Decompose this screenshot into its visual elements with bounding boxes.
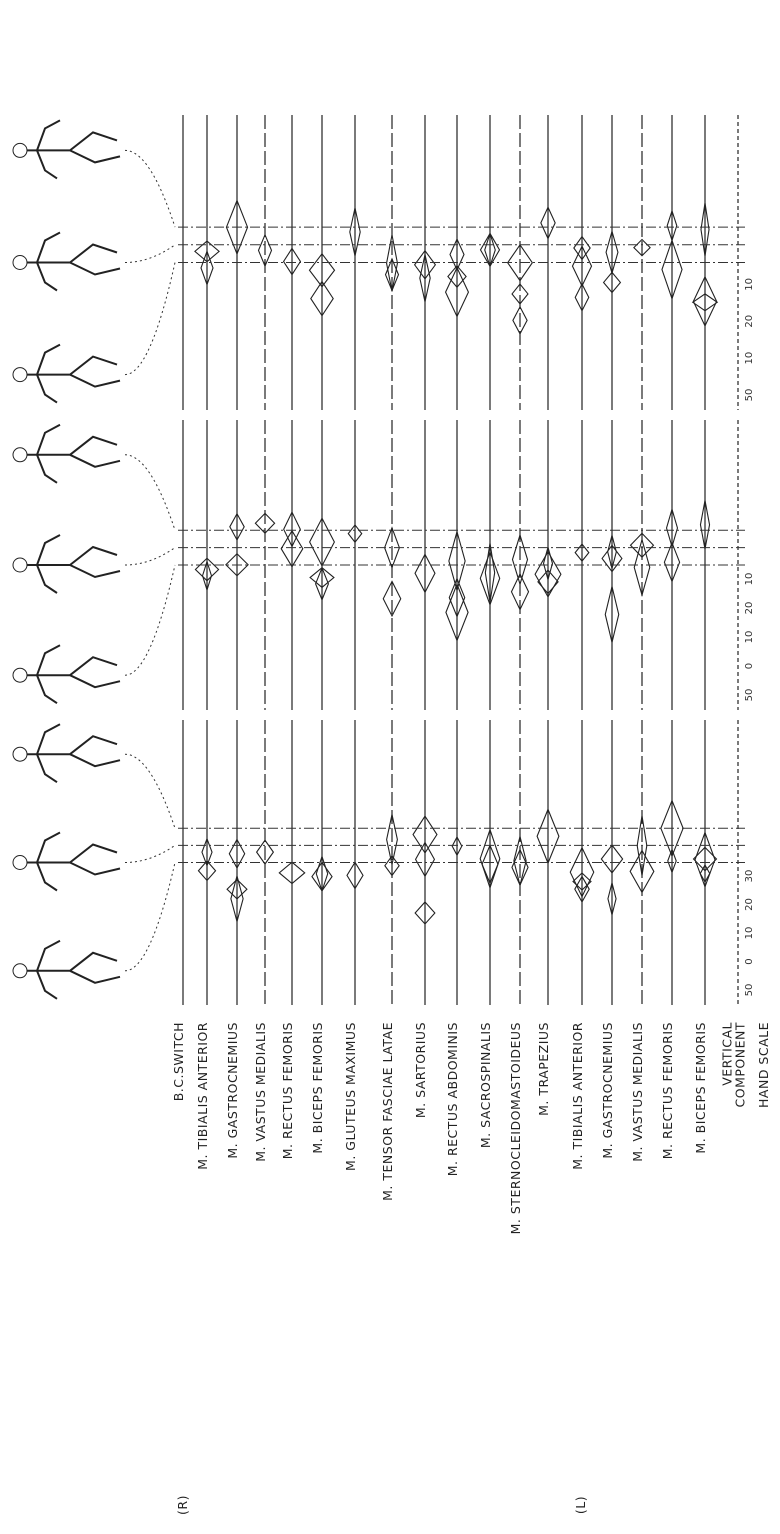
link-line: [125, 245, 175, 263]
body: [27, 724, 120, 782]
head: [13, 256, 27, 270]
channel-label: M. RECTUS ABDOMINIS: [445, 1022, 460, 1176]
channel-label: B.C.SWITCH: [171, 1022, 186, 1101]
group-label: (L): [573, 1496, 588, 1514]
scale-label: 50: [744, 689, 755, 702]
kicker-figure: [13, 345, 120, 403]
channel-label: M. GLUTEUS MAXIMUS: [343, 1022, 358, 1171]
body: [27, 233, 120, 291]
channel-label: M. BICEPS FEMORIS: [693, 1022, 708, 1154]
body: [27, 941, 120, 999]
scale-label: 10: [744, 631, 755, 644]
link-line: [125, 754, 175, 828]
scale-label: 0: [744, 663, 755, 669]
body: [27, 425, 120, 483]
body: [27, 120, 120, 178]
channel-label: HAND SCALE: [756, 1022, 771, 1108]
channel-label: M. SARTORIUS: [413, 1022, 428, 1118]
channel-label: M. RECTUS FEMORIS: [660, 1022, 675, 1159]
link-line: [125, 845, 175, 862]
head: [13, 668, 27, 682]
kicker-figure: [13, 120, 120, 178]
scale-label: 50: [744, 389, 755, 402]
head: [13, 856, 27, 870]
channel-label: M. TIBIALIS ANTERIOR: [570, 1022, 585, 1170]
kicker-figure: [13, 941, 120, 999]
channel-label: M. STERNOCLEIDOMASTOIDEUS: [508, 1022, 523, 1234]
link-line: [125, 150, 175, 227]
kicker-figure: [13, 645, 120, 703]
head: [13, 747, 27, 761]
scale-label: 10: [744, 278, 755, 291]
emg-figure: (R) (L) B.C.SWITCH M. TIBIALIS ANTERIOR M.…: [0, 0, 780, 1534]
kicker-figure: [13, 535, 120, 593]
scale-label: 20: [744, 602, 755, 615]
channel-label: M. BICEPS FEMORIS: [310, 1022, 325, 1154]
scale-label: 50: [744, 984, 755, 997]
scale-label: 20: [744, 898, 755, 911]
channel-label: M. RECTUS FEMORIS: [280, 1022, 295, 1159]
scale-label: 30: [744, 870, 755, 883]
body: [27, 645, 120, 703]
link-line: [125, 548, 175, 565]
link-line: [125, 455, 175, 530]
channel-label: M. TIBIALIS ANTERIOR: [195, 1022, 210, 1170]
channel-label: M. TENSOR FASCIAE LATAE: [380, 1022, 395, 1201]
group-label: (R): [175, 1495, 190, 1515]
head: [13, 143, 27, 157]
scale-label: 10: [744, 352, 755, 365]
channel-label: M. GASTROCNEMIUS: [225, 1022, 240, 1159]
kicker-figure: [13, 233, 120, 291]
channel-label: COMPONENT: [733, 1022, 748, 1107]
body: [27, 833, 120, 891]
body: [27, 535, 120, 593]
channel-label: M. VASTUS MEDIALIS: [253, 1022, 268, 1162]
scale-label: 10: [744, 927, 755, 940]
kicker-figure: [13, 724, 120, 782]
channel-label: M. SACROSPINALIS: [478, 1022, 493, 1148]
kicker-figure: [13, 833, 120, 891]
channel-label: M. GASTROCNEMIUS: [600, 1022, 615, 1159]
head: [13, 964, 27, 978]
channel-label: M. TRAPEZIUS: [536, 1022, 551, 1116]
head: [13, 448, 27, 462]
scale-label: 20: [744, 315, 755, 328]
head: [13, 558, 27, 572]
scale-label: 0: [744, 958, 755, 964]
body: [27, 345, 120, 403]
scale-label: 10: [744, 573, 755, 586]
link-line: [125, 263, 175, 375]
channel-label: M. VASTUS MEDIALIS: [630, 1022, 645, 1162]
link-line: [125, 565, 175, 675]
kicker-figure: [13, 425, 120, 483]
link-line: [125, 863, 175, 971]
head: [13, 368, 27, 382]
